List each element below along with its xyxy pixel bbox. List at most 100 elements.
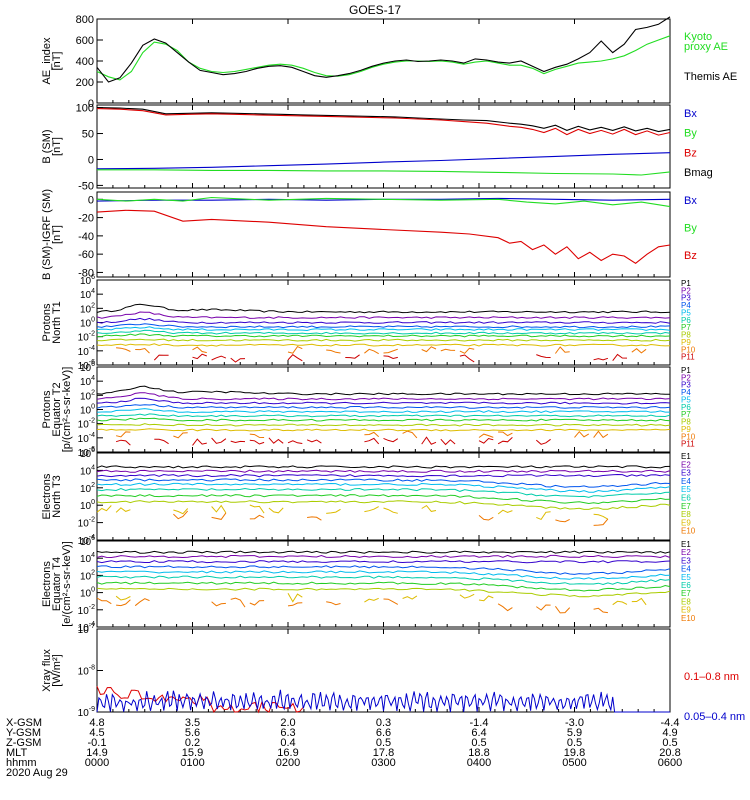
y-axis-label: [e/(cm²-s-sr-keV)] <box>61 541 73 627</box>
series-line <box>96 303 671 314</box>
x-axis-value: 6.6 <box>376 727 391 739</box>
series-line <box>96 473 671 478</box>
series-line <box>96 397 671 405</box>
y-tick-label: 0 <box>88 194 94 206</box>
series-line <box>211 355 227 361</box>
y-tick-label: 102 <box>80 482 95 495</box>
y-axis-label: [nT] <box>51 225 63 244</box>
x-axis-value: 4.9 <box>662 727 677 739</box>
series-line <box>402 430 418 439</box>
series-line <box>230 440 246 444</box>
series-line <box>96 408 670 414</box>
series-line <box>249 504 265 514</box>
series-line <box>287 345 303 354</box>
legend-entry: E9 <box>681 518 691 527</box>
series-line <box>211 512 227 520</box>
legend-entry: Bz <box>684 147 697 159</box>
series-line <box>96 343 671 347</box>
x-axis-value: 0.5 <box>662 737 677 749</box>
series-line <box>96 333 671 338</box>
legend-entry: E3 <box>681 556 691 565</box>
series-line <box>96 487 671 498</box>
series-line <box>440 438 456 446</box>
y-tick-label: 102 <box>80 302 95 315</box>
y-tick-label: 10-2 <box>78 604 95 617</box>
series-line <box>96 152 671 170</box>
legend-entry: Bx <box>684 195 697 207</box>
legend-entry: P9 <box>681 425 691 434</box>
series-line <box>364 348 379 355</box>
series-line <box>574 430 590 438</box>
series-line <box>555 518 570 523</box>
series-line <box>134 598 150 607</box>
series-line <box>230 357 246 363</box>
series-line <box>96 597 112 605</box>
series-line <box>497 509 513 515</box>
y-axis-label: Electrons <box>41 473 53 519</box>
x-axis-value: 0500 <box>562 757 586 769</box>
series-line <box>268 507 284 514</box>
y-tick-label: 104 <box>80 552 95 565</box>
y-tick-label: 104 <box>80 464 95 477</box>
legend-entry: E3 <box>681 469 691 478</box>
x-axis-value: 0.5 <box>376 737 391 749</box>
series-line <box>402 595 418 600</box>
series-line <box>96 478 671 488</box>
y-tick-label: 0 <box>88 154 94 166</box>
series-line <box>230 597 246 608</box>
series-line <box>116 347 131 352</box>
series-line <box>115 595 131 601</box>
x-axis-row-label: MLT <box>6 747 27 759</box>
legend-entry: Kyoto <box>684 31 712 43</box>
series-line <box>96 107 671 133</box>
series-line <box>96 35 671 81</box>
series-line <box>459 354 475 363</box>
y-tick-label: 100 <box>80 404 95 417</box>
series-line <box>612 600 628 606</box>
x-axis-value: 4.5 <box>89 727 104 739</box>
x-axis-value: -4.4 <box>661 717 680 729</box>
series-line <box>211 504 227 514</box>
y-axis-label: Equator T4 <box>51 557 63 611</box>
legend-entry: E5 <box>681 573 691 582</box>
panel-frame <box>96 18 671 104</box>
y-tick-label: -50 <box>78 180 94 192</box>
y-axis-label: Equator T2 <box>51 382 63 436</box>
series-line <box>96 550 671 554</box>
series-line <box>478 437 494 444</box>
series-line <box>364 437 380 445</box>
legend-entry: 0.05–0.4 nm <box>684 711 745 723</box>
y-tick-label: 102 <box>80 569 95 582</box>
series-line <box>287 354 303 362</box>
x-axis-value: 20.8 <box>659 747 680 759</box>
series-line <box>326 601 341 606</box>
series-line <box>249 433 265 438</box>
x-axis-value: 0400 <box>467 757 491 769</box>
x-axis-value: 14.9 <box>86 747 107 759</box>
panel-frame <box>96 191 671 278</box>
series-line <box>287 592 303 603</box>
x-axis-value: 19.8 <box>564 747 585 759</box>
x-axis-value: 3.5 <box>185 717 200 729</box>
series-line <box>135 347 150 354</box>
y-tick-label: 106 <box>80 447 95 460</box>
y-tick-label: -60 <box>78 249 94 261</box>
series-line <box>536 354 551 358</box>
series-line <box>115 507 131 513</box>
legend-entry: P4 <box>681 388 691 397</box>
legend-entry: E10 <box>681 614 696 623</box>
series-line <box>268 437 284 444</box>
series-line <box>192 346 207 354</box>
series-line <box>96 338 671 342</box>
legend-entry: E4 <box>681 565 691 574</box>
series-line <box>593 607 608 614</box>
series-line <box>326 508 341 514</box>
legend-entry: E7 <box>681 589 691 598</box>
series-line <box>96 505 112 513</box>
y-tick-label: 10-4 <box>78 432 95 445</box>
y-tick-label: 102 <box>80 389 95 402</box>
x-axis-value: -0.1 <box>88 737 107 749</box>
